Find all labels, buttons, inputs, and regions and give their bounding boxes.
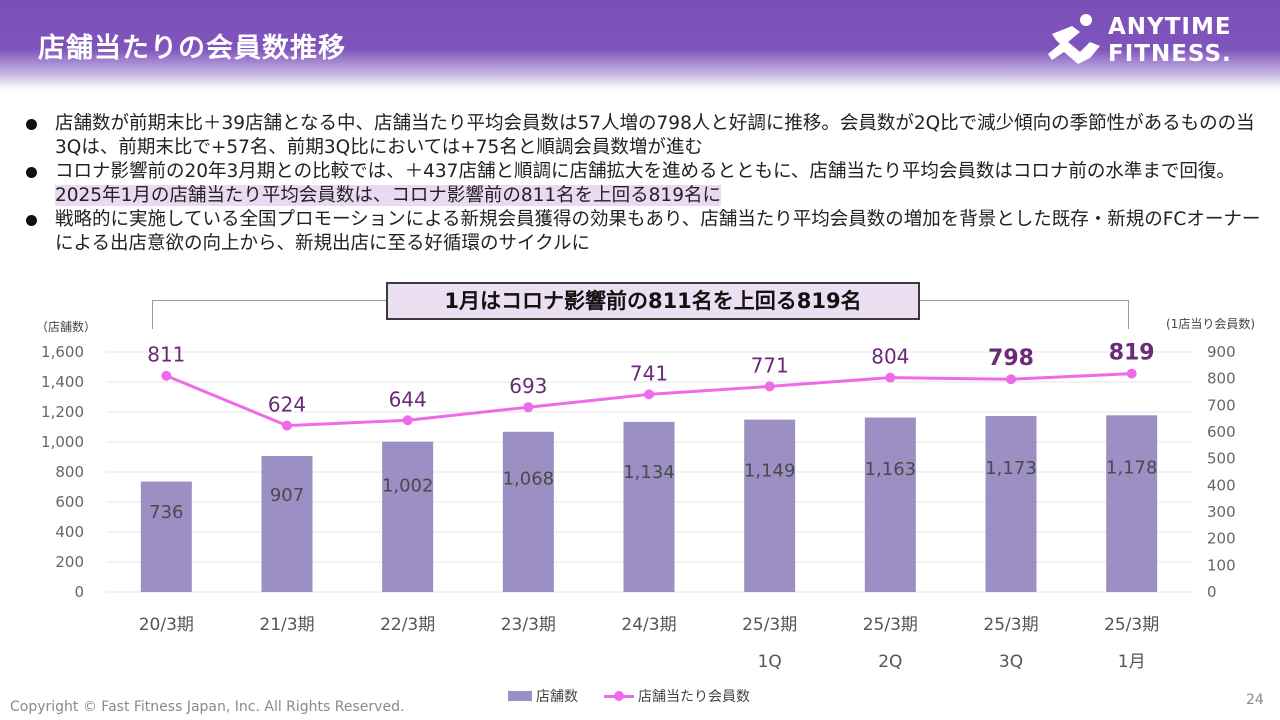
- x-axis-tick-label: 23/3期: [501, 615, 556, 635]
- bar: [985, 416, 1037, 592]
- bar: [261, 455, 313, 592]
- line-value-label: 693: [509, 374, 547, 398]
- bar-value-label: 1,002: [382, 475, 434, 496]
- bullet-list: 店舗数が前期末比＋39店舗となる中、店舗当たり平均会員数は57人増の798人と好…: [22, 112, 1272, 256]
- x-axis-tick-label: 25/3期: [742, 615, 797, 635]
- left-axis-tick-label: 200: [55, 553, 84, 571]
- header-banner: 店舗当たりの会員数推移 ANYTIME FITNESS.: [0, 0, 1280, 90]
- callout-bracket-left: [152, 300, 387, 329]
- legend-line-swatch: [604, 691, 634, 701]
- line-point: [644, 389, 654, 400]
- bar-value-label: 907: [270, 485, 304, 506]
- logo-text-anytime: ANYTIME: [1108, 14, 1232, 40]
- left-axis-tick-label: 1,200: [41, 403, 84, 421]
- line-value-label: 771: [751, 353, 789, 377]
- left-axis-unit: （店舗数）: [36, 320, 97, 334]
- page-number: 24: [1246, 692, 1264, 708]
- callout-bracket-right: [920, 300, 1129, 329]
- legend-bar-label: 店舗数: [536, 689, 578, 705]
- x-axis-tick-label: 3Q: [999, 652, 1023, 672]
- line-point: [161, 370, 172, 381]
- x-axis-tick-label: 20/3期: [139, 615, 194, 635]
- bar: [140, 481, 192, 592]
- line-value-label: 741: [630, 361, 668, 385]
- line-point: [764, 381, 775, 392]
- left-axis-tick-label: 0: [74, 583, 84, 601]
- line-point: [885, 372, 896, 383]
- bullet-item: 戦略的に実施している全国プロモーションによる新規会員獲得の効果もあり、店舗当たり…: [22, 208, 1272, 256]
- bar-value-label: 1,068: [503, 469, 555, 490]
- line-value-label: 798: [988, 346, 1034, 371]
- line-point: [523, 402, 534, 413]
- x-axis-tick-label: 1Q: [758, 652, 782, 672]
- bullet-highlight: 2025年1月の店舗当たり平均会員数は、コロナ影響前の811名を上回る819名に: [55, 185, 721, 206]
- bullet-dot-icon: [26, 215, 37, 226]
- left-axis-tick-label: 1,000: [41, 433, 84, 451]
- line-value-label: 804: [871, 345, 909, 369]
- x-axis-tick-label: 1月: [1118, 652, 1146, 672]
- bar: [1106, 415, 1158, 592]
- bar-value-label: 1,173: [985, 458, 1037, 479]
- right-axis-tick-label: 300: [1207, 503, 1236, 521]
- legend-bar-swatch: [508, 691, 532, 701]
- x-axis-tick-label: 25/3期: [983, 615, 1038, 635]
- copyright-text: Copyright © Fast Fitness Japan, Inc. All…: [10, 699, 405, 715]
- bar: [382, 441, 434, 592]
- bar-value-label: 1,149: [744, 461, 796, 482]
- bullet-item: 店舗数が前期末比＋39店舗となる中、店舗当たり平均会員数は57人増の798人と好…: [22, 112, 1272, 160]
- left-axis-tick-label: 1,600: [41, 343, 84, 361]
- callout-box: 1月はコロナ影響前の811名を上回る819名: [386, 282, 920, 320]
- right-axis-tick-label: 400: [1207, 476, 1236, 494]
- left-axis-tick-label: 400: [55, 523, 84, 541]
- bar-value-label: 736: [149, 502, 183, 523]
- bar-value-label: 1,134: [623, 462, 675, 483]
- bullet-dot-icon: [26, 167, 37, 178]
- line-value-label: 819: [1109, 341, 1155, 366]
- right-axis-tick-label: 700: [1207, 396, 1236, 414]
- bar: [864, 417, 916, 592]
- line-value-label: 811: [147, 343, 185, 367]
- left-axis-tick-label: 1,400: [41, 373, 84, 391]
- bullet-text: 店舗数が前期末比＋39店舗となる中、店舗当たり平均会員数は57人増の798人と好…: [55, 113, 1255, 158]
- line-value-label: 624: [268, 393, 306, 417]
- x-axis-tick-label: 21/3期: [259, 615, 314, 635]
- line-point: [402, 415, 413, 426]
- brand-logo: ANYTIME FITNESS.: [1046, 12, 1268, 74]
- bullet-item: コロナ影響前の20年3月期との比較では、＋437店舗と順調に店舗拡大を進めるとと…: [22, 160, 1272, 208]
- bar: [502, 431, 554, 592]
- runner-logo-icon: [1048, 14, 1100, 64]
- x-axis-tick-label: 24/3期: [621, 615, 676, 635]
- bar-value-label: 1,163: [865, 459, 917, 480]
- line-point: [1006, 374, 1016, 385]
- right-axis-tick-label: 0: [1207, 583, 1217, 601]
- line-value-label: 644: [389, 387, 427, 411]
- bullet-dot-icon: [26, 119, 37, 130]
- bar-value-label: 1,178: [1106, 458, 1158, 479]
- x-axis-tick-label: 2Q: [878, 652, 902, 672]
- left-axis-tick-label: 800: [55, 463, 84, 481]
- legend-line-label: 店舗当たり会員数: [638, 689, 750, 705]
- right-axis-tick-label: 800: [1207, 370, 1236, 388]
- bullet-text: コロナ影響前の20年3月期との比較では、＋437店舗と順調に店舗拡大を進めるとと…: [55, 161, 1235, 182]
- line-point: [282, 420, 292, 431]
- right-axis-unit: (1店当り会員数): [1166, 317, 1255, 331]
- logo-text-fitness: FITNESS.: [1108, 41, 1232, 67]
- x-axis-tick-label: 22/3期: [380, 615, 435, 635]
- bar: [623, 421, 675, 592]
- right-axis-tick-label: 900: [1207, 343, 1236, 361]
- x-axis-tick-label: 25/3期: [1104, 615, 1159, 635]
- bullet-text: 戦略的に実施している全国プロモーションによる新規会員獲得の効果もあり、店舗当たり…: [55, 209, 1261, 254]
- bar: [744, 419, 796, 592]
- left-axis-tick-label: 600: [55, 493, 84, 511]
- right-axis-tick-label: 100: [1207, 556, 1236, 574]
- right-axis-tick-label: 600: [1207, 423, 1236, 441]
- right-axis-tick-label: 500: [1207, 450, 1236, 468]
- chart-legend: 店舗数 店舗当たり会員数: [508, 686, 750, 706]
- right-axis-tick-label: 200: [1207, 530, 1236, 548]
- line-point: [1126, 368, 1137, 379]
- x-axis-tick-label: 25/3期: [863, 615, 918, 635]
- page-title: 店舗当たりの会員数推移: [38, 33, 346, 64]
